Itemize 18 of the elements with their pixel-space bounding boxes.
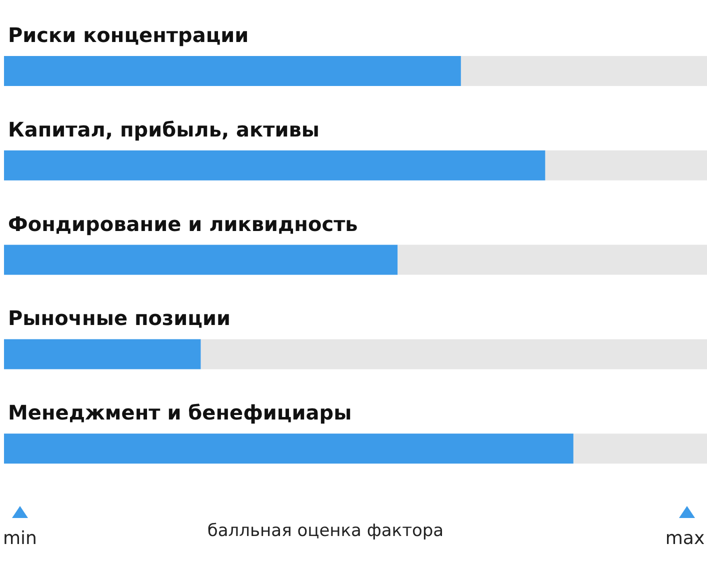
y-tick-label: Фондирование и ликвидность bbox=[8, 212, 358, 236]
y-tick-label: Рыночные позиции bbox=[8, 306, 231, 330]
bar bbox=[398, 244, 707, 275]
y-tick-label: Менеджмент и бенефициары bbox=[8, 400, 352, 425]
bar bbox=[200, 339, 707, 370]
bar bbox=[460, 56, 707, 86]
bar bbox=[4, 244, 398, 275]
y-tick-label: Риски концентрации bbox=[8, 23, 249, 47]
bar bbox=[573, 434, 707, 464]
y-tick-label: Капитал, прибыль, активы bbox=[8, 117, 320, 142]
x-axis-title: балльная оценка фактора bbox=[207, 521, 444, 541]
bar bbox=[4, 150, 546, 180]
text: max bbox=[665, 528, 705, 549]
bar bbox=[4, 434, 574, 464]
bar bbox=[4, 56, 461, 86]
bar bbox=[545, 150, 707, 180]
text: min bbox=[3, 528, 37, 549]
bar bbox=[4, 339, 201, 370]
